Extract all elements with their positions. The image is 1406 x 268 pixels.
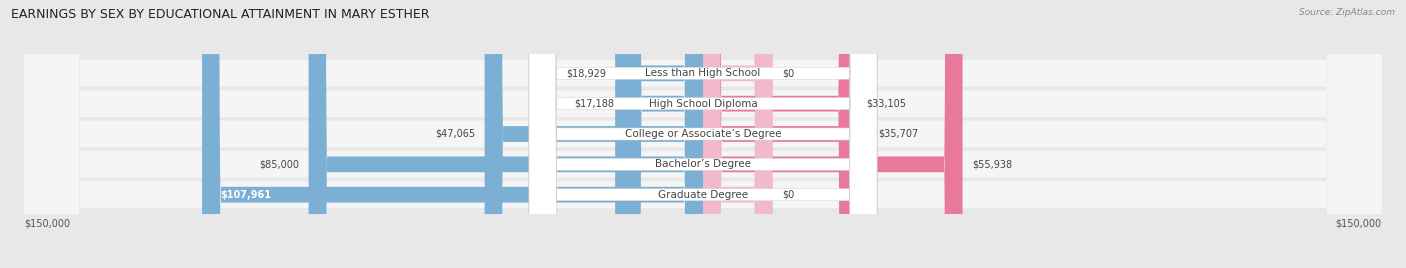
FancyBboxPatch shape — [529, 0, 877, 268]
FancyBboxPatch shape — [703, 0, 869, 268]
FancyBboxPatch shape — [202, 0, 703, 268]
Text: $55,938: $55,938 — [972, 159, 1012, 169]
FancyBboxPatch shape — [24, 0, 1382, 268]
Text: College or Associate’s Degree: College or Associate’s Degree — [624, 129, 782, 139]
FancyBboxPatch shape — [703, 0, 773, 268]
Text: Bachelor’s Degree: Bachelor’s Degree — [655, 159, 751, 169]
FancyBboxPatch shape — [529, 0, 877, 268]
FancyBboxPatch shape — [616, 0, 703, 268]
Text: EARNINGS BY SEX BY EDUCATIONAL ATTAINMENT IN MARY ESTHER: EARNINGS BY SEX BY EDUCATIONAL ATTAINMEN… — [11, 8, 430, 21]
FancyBboxPatch shape — [485, 0, 703, 268]
Text: $0: $0 — [782, 190, 794, 200]
FancyBboxPatch shape — [529, 0, 877, 268]
Text: $150,000: $150,000 — [1336, 218, 1382, 228]
Text: $18,929: $18,929 — [565, 68, 606, 78]
Text: High School Diploma: High School Diploma — [648, 99, 758, 109]
Text: $35,707: $35,707 — [877, 129, 918, 139]
Text: Less than High School: Less than High School — [645, 68, 761, 78]
FancyBboxPatch shape — [24, 0, 1382, 268]
Text: $47,065: $47,065 — [436, 129, 475, 139]
Text: $85,000: $85,000 — [259, 159, 299, 169]
Text: $150,000: $150,000 — [24, 218, 70, 228]
Text: Graduate Degree: Graduate Degree — [658, 190, 748, 200]
Text: $33,105: $33,105 — [866, 99, 905, 109]
FancyBboxPatch shape — [529, 0, 877, 268]
FancyBboxPatch shape — [24, 0, 1382, 268]
Text: $0: $0 — [782, 68, 794, 78]
FancyBboxPatch shape — [24, 0, 1382, 268]
FancyBboxPatch shape — [623, 0, 703, 268]
FancyBboxPatch shape — [703, 0, 773, 268]
Text: Source: ZipAtlas.com: Source: ZipAtlas.com — [1299, 8, 1395, 17]
FancyBboxPatch shape — [703, 0, 856, 268]
FancyBboxPatch shape — [703, 0, 963, 268]
Text: $107,961: $107,961 — [221, 190, 271, 200]
FancyBboxPatch shape — [24, 0, 1382, 268]
FancyBboxPatch shape — [529, 0, 877, 268]
Text: $17,188: $17,188 — [574, 99, 614, 109]
FancyBboxPatch shape — [308, 0, 703, 268]
